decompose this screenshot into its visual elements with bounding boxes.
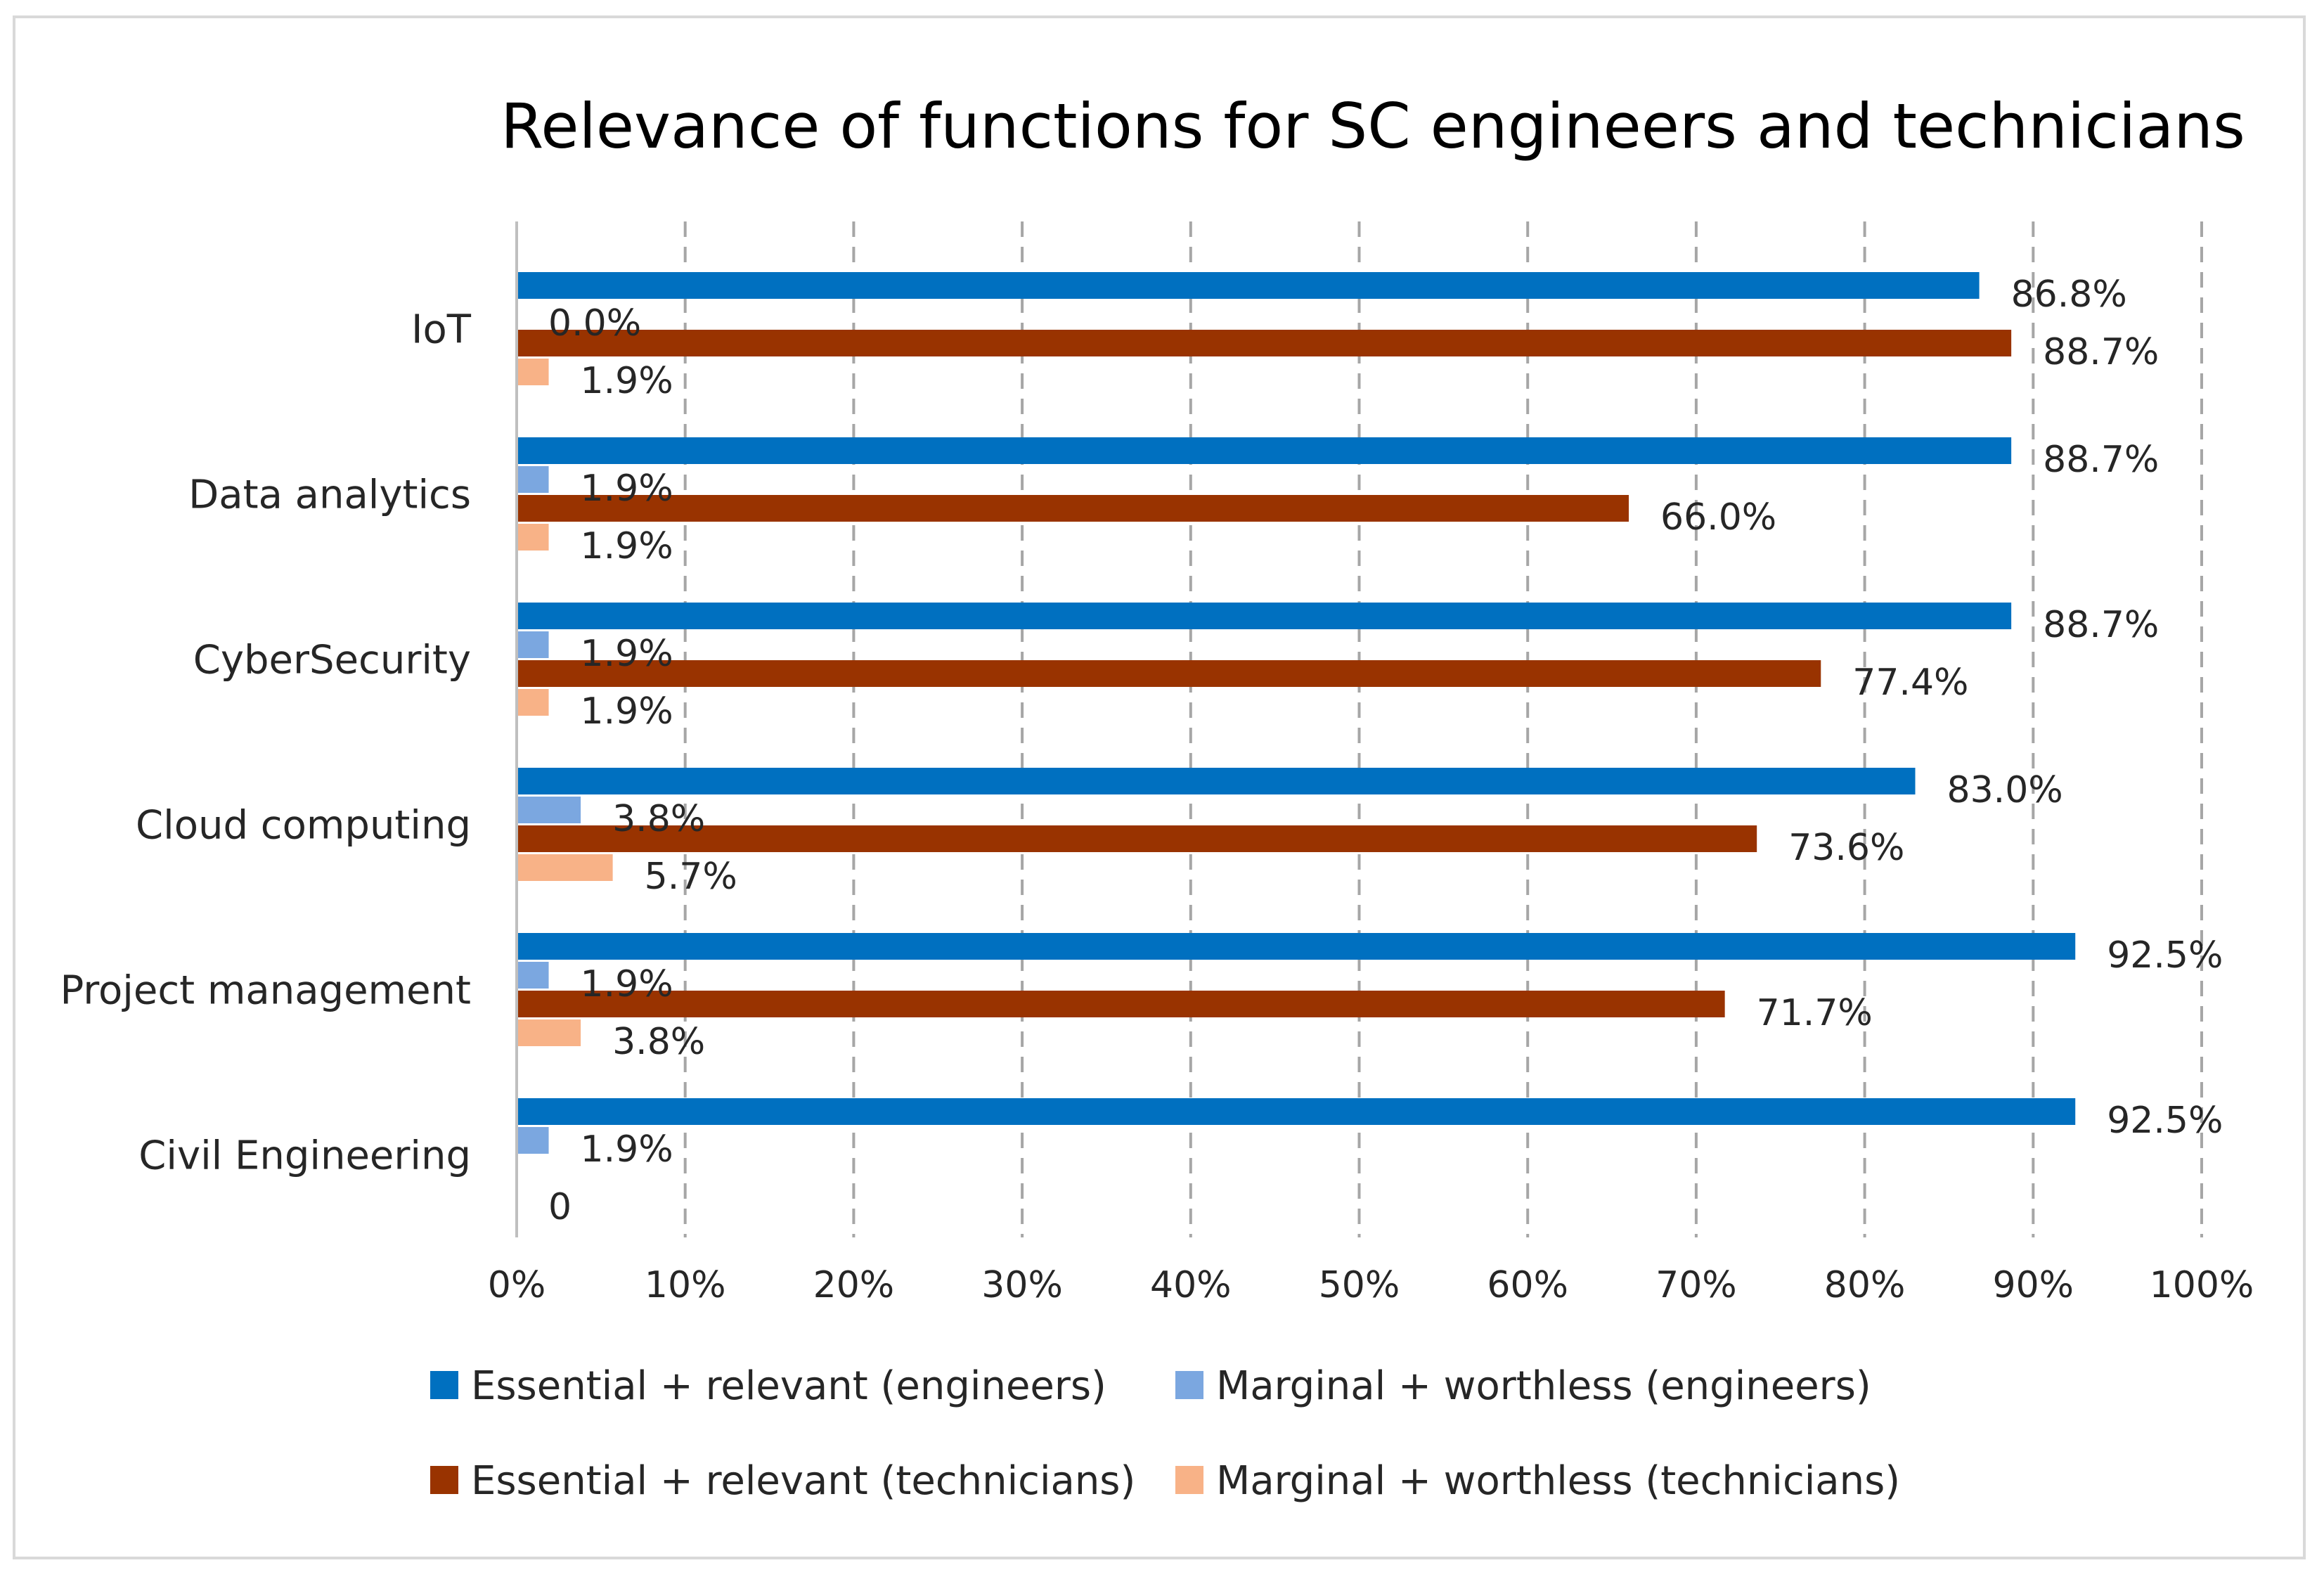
bar [517,1127,549,1154]
bar [517,272,1980,299]
bar [517,825,1757,852]
bar [517,933,2076,960]
data-label: 1.9% [581,690,673,733]
category-label: Project management [60,968,471,1014]
legend-layer: Essential + relevant (engineers) Marginal… [430,1363,1900,1504]
x-tick-label: 50% [1319,1264,1400,1306]
x-tick-label: 10% [645,1264,726,1306]
labels-layer: 86.8% 88.7% 88.7% 83.0% 92.5% 92.5% 0.0% 1.9% 1.… [548,273,2223,1228]
legend-label: Essential + relevant (technicians) [471,1458,1135,1504]
data-label: 3.8% [612,1021,705,1063]
data-label: 73.6% [1788,827,1904,869]
data-label: 88.7% [2043,439,2159,481]
bar [517,603,2012,629]
x-tick-label: 0% [488,1264,546,1306]
category-label: IoT [411,307,472,353]
x-tick-label: 70% [1655,1264,1737,1306]
x-tick-label: 30% [981,1264,1063,1306]
data-label: 92.5% [2107,1100,2223,1142]
data-label: 86.8% [2011,273,2127,316]
data-label: 1.9% [581,963,673,1005]
bar [517,797,581,823]
bar [517,768,1916,794]
bar [517,1019,581,1046]
data-label: 0.0% [548,302,641,345]
bar [517,524,549,551]
bar [517,660,1821,687]
category-label: CyberSecurity [193,638,471,683]
data-label: 0 [548,1186,572,1228]
legend-swatch [1175,1466,1203,1494]
legend-swatch [430,1371,458,1399]
data-label: 77.4% [1852,662,1968,704]
category-label: Civil Engineering [138,1133,471,1179]
data-label: 83.0% [1947,769,2063,811]
data-label: 1.9% [581,525,673,567]
category-label: Data analytics [188,472,471,518]
bar [517,1098,2076,1125]
bar [517,495,1629,522]
data-label: 88.7% [2043,604,2159,646]
legend-label: Essential + relevant (engineers) [471,1363,1106,1409]
data-label: 66.0% [1660,496,1776,539]
data-label: 5.7% [645,856,737,898]
bar [517,854,613,881]
data-label: 1.9% [581,360,673,402]
data-label: 1.9% [581,633,673,675]
bar [517,330,2012,356]
bar [517,962,549,989]
x-tick-label: 20% [813,1264,895,1306]
x-tick-label: 80% [1824,1264,1906,1306]
bar [517,437,2012,464]
bar [517,466,549,493]
data-label: 88.7% [2043,331,2159,373]
legend-label: Marginal + worthless (technicians) [1216,1458,1900,1504]
chart-title: Relevance of functions for SC engineers … [501,90,2245,162]
bar [517,689,549,716]
data-label: 1.9% [581,468,673,510]
bar [517,359,549,385]
x-tick-label: 90% [1993,1264,2074,1306]
x-tick-label: 100% [2150,1264,2254,1306]
x-tick-label: 40% [1150,1264,1232,1306]
bar [517,631,549,658]
bar [517,991,1725,1017]
legend-label: Marginal + worthless (engineers) [1216,1363,1871,1409]
legend-swatch [430,1466,458,1494]
data-label: 71.7% [1757,992,1873,1034]
grid-layer [683,221,2203,1237]
data-label: 1.9% [581,1128,673,1171]
legend-swatch [1175,1371,1203,1399]
axis-layer: 0% 10% 20% 30% 40% 50% 60% 70% 80% 90% 100% IoT Data… [60,221,2254,1306]
category-label: Cloud computing [136,803,471,849]
data-label: 92.5% [2107,934,2223,977]
data-label: 3.8% [612,798,705,840]
x-tick-label: 60% [1487,1264,1568,1306]
bars-layer [517,272,2076,1154]
